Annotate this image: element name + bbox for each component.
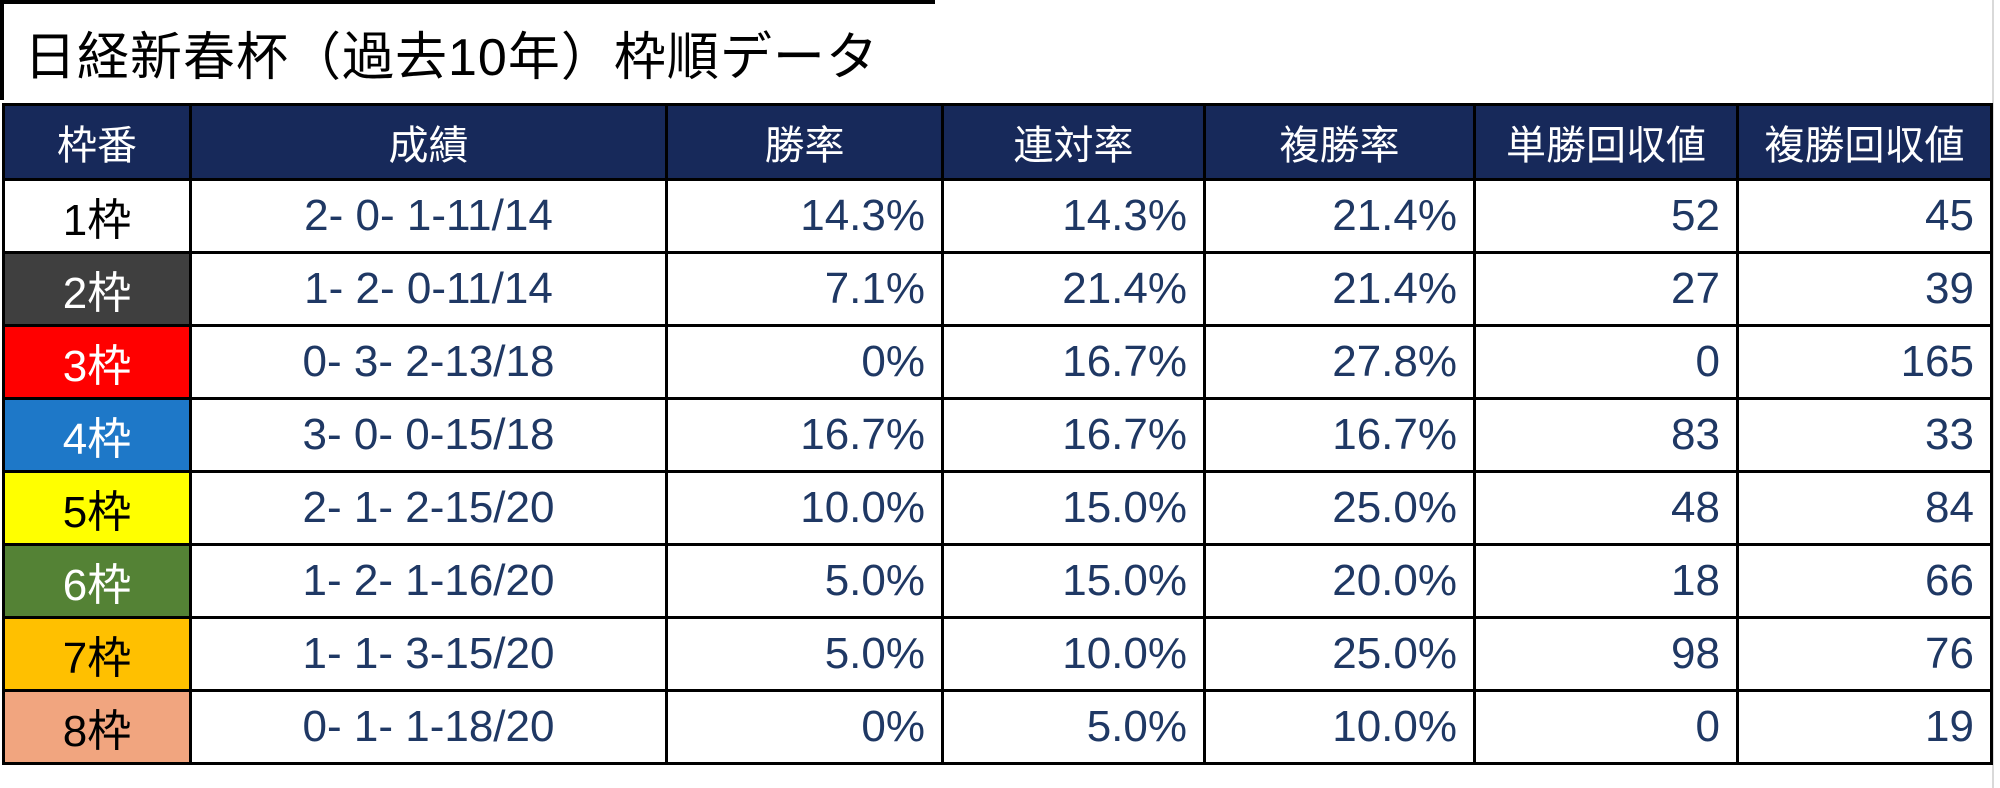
- record-cell: 3- 0- 0-15/18: [189, 397, 668, 473]
- quinella-rate-cell: 21.4%: [941, 251, 1206, 327]
- waku-cell: 1枠: [2, 178, 192, 254]
- win-payout-cell: 27: [1473, 251, 1739, 327]
- win-payout-cell: 18: [1473, 543, 1739, 619]
- win-rate-cell: 10.0%: [665, 470, 944, 546]
- quinella-rate-cell: 5.0%: [941, 689, 1206, 765]
- waku-cell: 8枠: [2, 689, 192, 765]
- waku-cell: 5枠: [2, 470, 192, 546]
- record-cell: 0- 3- 2-13/18: [189, 324, 668, 400]
- post-position-data-table: 枠番 成績 勝率 連対率 複勝率 単勝回収値 複勝回収値 1枠 2- 0- 1-…: [2, 103, 1993, 765]
- win-payout-cell: 48: [1473, 470, 1739, 546]
- quinella-rate-cell: 14.3%: [941, 178, 1206, 254]
- page-title: 日経新春杯（過去10年）枠順データ: [24, 28, 879, 87]
- win-rate-cell: 7.1%: [665, 251, 944, 327]
- title-cell: 日経新春杯（過去10年）枠順データ: [0, 0, 935, 100]
- table-row: 6枠 1- 2- 1-16/20 5.0% 15.0% 20.0% 18 66: [2, 543, 1993, 619]
- win-payout-cell: 83: [1473, 397, 1739, 473]
- record-cell: 1- 2- 1-16/20: [189, 543, 668, 619]
- show-rate-cell: 10.0%: [1203, 689, 1476, 765]
- win-payout-cell: 0: [1473, 324, 1739, 400]
- waku-cell: 2枠: [2, 251, 192, 327]
- waku-cell: 4枠: [2, 397, 192, 473]
- show-payout-cell: 84: [1736, 470, 1993, 546]
- quinella-rate-cell: 15.0%: [941, 470, 1206, 546]
- show-rate-cell: 25.0%: [1203, 616, 1476, 692]
- win-rate-cell: 14.3%: [665, 178, 944, 254]
- record-cell: 2- 0- 1-11/14: [189, 178, 668, 254]
- header-record: 成績: [189, 103, 668, 181]
- record-cell: 0- 1- 1-18/20: [189, 689, 668, 765]
- show-payout-cell: 66: [1736, 543, 1993, 619]
- header-win-payout: 単勝回収値: [1473, 103, 1739, 181]
- table-row: 5枠 2- 1- 2-15/20 10.0% 15.0% 25.0% 48 84: [2, 470, 1993, 546]
- record-cell: 2- 1- 2-15/20: [189, 470, 668, 546]
- waku-cell: 3枠: [2, 324, 192, 400]
- win-payout-cell: 0: [1473, 689, 1739, 765]
- win-payout-cell: 98: [1473, 616, 1739, 692]
- table-row: 1枠 2- 0- 1-11/14 14.3% 14.3% 21.4% 52 45: [2, 178, 1993, 254]
- show-payout-cell: 76: [1736, 616, 1993, 692]
- spreadsheet-gridline: [1992, 0, 1994, 788]
- table-header-row: 枠番 成績 勝率 連対率 複勝率 単勝回収値 複勝回収値: [2, 103, 1993, 181]
- table-row: 8枠 0- 1- 1-18/20 0% 5.0% 10.0% 0 19: [2, 689, 1993, 765]
- table-row: 2枠 1- 2- 0-11/14 7.1% 21.4% 21.4% 27 39: [2, 251, 1993, 327]
- quinella-rate-cell: 10.0%: [941, 616, 1206, 692]
- header-win-rate: 勝率: [665, 103, 944, 181]
- win-rate-cell: 5.0%: [665, 616, 944, 692]
- show-payout-cell: 39: [1736, 251, 1993, 327]
- table-row: 7枠 1- 1- 3-15/20 5.0% 10.0% 25.0% 98 76: [2, 616, 1993, 692]
- quinella-rate-cell: 15.0%: [941, 543, 1206, 619]
- waku-cell: 7枠: [2, 616, 192, 692]
- show-rate-cell: 27.8%: [1203, 324, 1476, 400]
- show-payout-cell: 165: [1736, 324, 1993, 400]
- waku-cell: 6枠: [2, 543, 192, 619]
- quinella-rate-cell: 16.7%: [941, 324, 1206, 400]
- record-cell: 1- 2- 0-11/14: [189, 251, 668, 327]
- header-show-payout: 複勝回収値: [1736, 103, 1993, 181]
- record-cell: 1- 1- 3-15/20: [189, 616, 668, 692]
- show-rate-cell: 21.4%: [1203, 251, 1476, 327]
- win-payout-cell: 52: [1473, 178, 1739, 254]
- show-payout-cell: 33: [1736, 397, 1993, 473]
- win-rate-cell: 0%: [665, 689, 944, 765]
- quinella-rate-cell: 16.7%: [941, 397, 1206, 473]
- show-payout-cell: 19: [1736, 689, 1993, 765]
- header-show-rate: 複勝率: [1203, 103, 1476, 181]
- table-row: 4枠 3- 0- 0-15/18 16.7% 16.7% 16.7% 83 33: [2, 397, 1993, 473]
- header-waku-number: 枠番: [2, 103, 192, 181]
- show-rate-cell: 20.0%: [1203, 543, 1476, 619]
- show-rate-cell: 25.0%: [1203, 470, 1476, 546]
- show-rate-cell: 16.7%: [1203, 397, 1476, 473]
- win-rate-cell: 0%: [665, 324, 944, 400]
- show-rate-cell: 21.4%: [1203, 178, 1476, 254]
- header-quinella-rate: 連対率: [941, 103, 1206, 181]
- win-rate-cell: 16.7%: [665, 397, 944, 473]
- table-row: 3枠 0- 3- 2-13/18 0% 16.7% 27.8% 0 165: [2, 324, 1993, 400]
- show-payout-cell: 45: [1736, 178, 1993, 254]
- win-rate-cell: 5.0%: [665, 543, 944, 619]
